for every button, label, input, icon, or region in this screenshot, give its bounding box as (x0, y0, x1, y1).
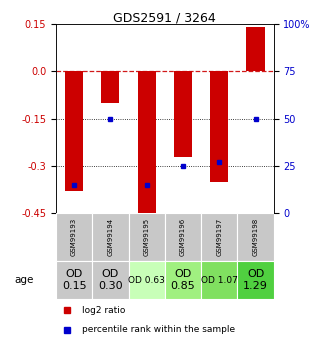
Bar (65, 71, 83, 191)
Bar (174, 71, 192, 157)
Bar (92, 261, 128, 299)
Bar (210, 71, 228, 182)
Text: age: age (15, 275, 34, 285)
Bar (56, 261, 92, 299)
Text: OD
0.15: OD 0.15 (62, 269, 86, 291)
Title: GDS2591 / 3264: GDS2591 / 3264 (114, 11, 216, 24)
Bar (201, 261, 237, 299)
Text: OD 1.07: OD 1.07 (201, 276, 238, 285)
Text: GSM99198: GSM99198 (253, 218, 258, 256)
Text: GSM99197: GSM99197 (216, 218, 222, 256)
Text: OD
1.29: OD 1.29 (243, 269, 268, 291)
Bar (128, 261, 165, 299)
Text: GSM99195: GSM99195 (144, 218, 150, 256)
Bar (237, 261, 274, 299)
Bar (165, 261, 201, 299)
Bar (201, 213, 237, 261)
Text: GSM99196: GSM99196 (180, 218, 186, 256)
Bar (128, 213, 165, 261)
Text: OD 0.63: OD 0.63 (128, 276, 165, 285)
Text: percentile rank within the sample: percentile rank within the sample (82, 325, 235, 334)
Bar (246, 27, 265, 71)
Text: GSM99194: GSM99194 (107, 218, 114, 256)
Bar (56, 213, 92, 261)
Bar (137, 71, 156, 220)
Bar (92, 213, 128, 261)
Text: log2 ratio: log2 ratio (82, 306, 125, 315)
Text: GSM99193: GSM99193 (71, 218, 77, 256)
Bar (237, 213, 274, 261)
Bar (165, 213, 201, 261)
Text: OD
0.85: OD 0.85 (171, 269, 195, 291)
Text: OD
0.30: OD 0.30 (98, 269, 123, 291)
Bar (101, 71, 119, 103)
